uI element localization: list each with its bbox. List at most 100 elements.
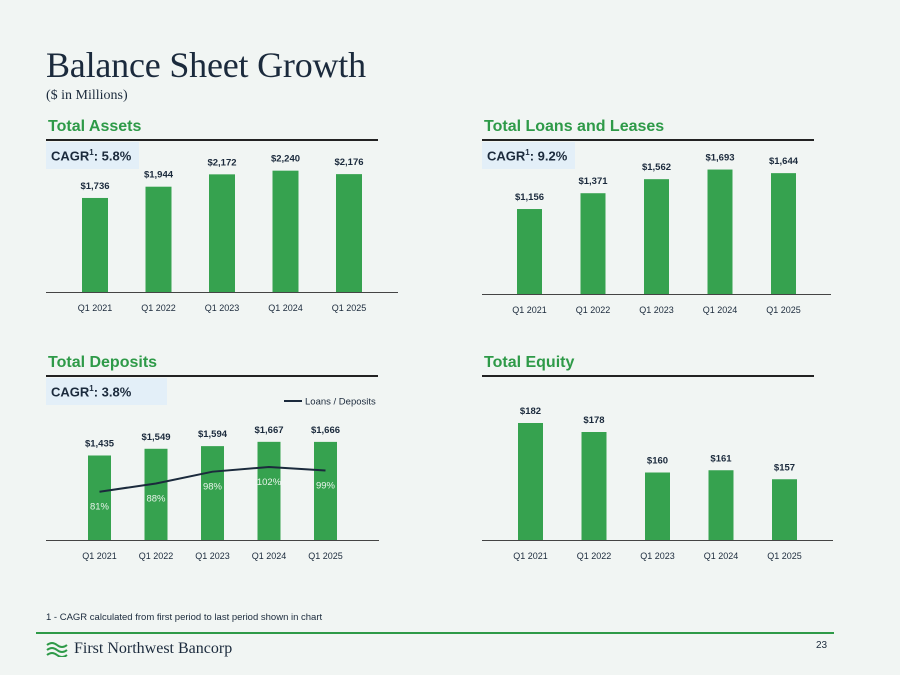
bar (144, 448, 168, 540)
bar-value-label: $157 (774, 462, 795, 473)
bar (771, 173, 796, 294)
cagr-label: CAGR (51, 148, 90, 164)
cagr-footnote-marker: 1 (89, 384, 94, 393)
total-deposits-panel: Total Deposits $1,435 Q1 2021 $1,549 Q1 202… (46, 354, 379, 566)
bar (772, 479, 797, 540)
cagr-label: CAGR (487, 148, 526, 164)
total-equity-chart: $182 Q1 2021 $178 Q1 2022 $160 Q1 2023 $161 Q1 … (482, 406, 833, 561)
x-tick-label: Q1 2024 (252, 551, 287, 561)
bar-value-label: $1,156 (515, 192, 544, 203)
bar (644, 179, 669, 294)
bar-value-label: $1,549 (141, 432, 170, 443)
total-assets-chart: $1,736 Q1 2021 $1,944 Q1 2022 $2,172 Q1 2023 $… (46, 154, 398, 313)
bar-value-label: $1,736 (80, 181, 109, 192)
bar (708, 470, 734, 540)
page-number: 23 (816, 640, 828, 651)
loans-deposits-line (99, 465, 326, 493)
bar-value-label: $178 (583, 415, 604, 426)
x-tick-label: Q1 2021 (78, 303, 113, 313)
bar-value-label: $2,240 (271, 154, 300, 165)
bar-value-label: $1,562 (642, 162, 671, 173)
company-logo: First Northwest Bancorp (46, 640, 232, 658)
x-tick-label: Q1 2022 (576, 305, 611, 315)
bar (707, 169, 733, 294)
panel-title: Total Deposits (48, 354, 158, 371)
bar (645, 472, 670, 540)
line-value-label: 99% (316, 481, 336, 492)
panel-divider (46, 139, 378, 141)
panel-title: Total Loans and Leases (484, 118, 665, 135)
bar (518, 423, 543, 540)
x-tick-label: Q1 2022 (139, 551, 174, 561)
x-tick-label: Q1 2023 (640, 551, 675, 561)
line-value-label: 81% (90, 502, 110, 513)
bar-value-label: $1,667 (254, 425, 283, 436)
bar-value-label: $160 (647, 456, 668, 467)
x-tick-label: Q1 2023 (205, 303, 240, 313)
x-tick-label: Q1 2025 (767, 551, 802, 561)
line-value-label: 102% (257, 477, 282, 488)
bar (272, 170, 299, 292)
page-subtitle: ($ in Millions) (46, 88, 128, 103)
x-tick-label: Q1 2023 (195, 551, 230, 561)
wave-logo-icon (46, 642, 68, 657)
panel-divider (46, 375, 378, 377)
panel-divider (482, 375, 814, 377)
total-assets-panel: Total Assets $1,736 Q1 2021 $1,944 Q1 2022 $… (46, 118, 398, 318)
cagr-badge: CAGR1: 9.2% (482, 142, 576, 170)
cagr-value: : 3.8% (93, 384, 132, 400)
bar-value-label: $2,176 (334, 157, 363, 168)
bar-value-label: $1,435 (85, 438, 115, 449)
cagr-value: : 9.2% (529, 148, 568, 164)
x-tick-label: Q1 2024 (703, 305, 738, 315)
line-value-label: 98% (203, 482, 223, 493)
cagr-footnote-marker: 1 (89, 148, 94, 157)
cagr-badge: CAGR1: 3.8% (46, 378, 167, 406)
x-tick-label: Q1 2021 (82, 551, 117, 561)
legend-label: Loans / Deposits (305, 397, 376, 408)
x-tick-label: Q1 2025 (332, 303, 367, 313)
bar-value-label: $1,644 (769, 156, 799, 167)
bar-value-label: $161 (710, 453, 732, 464)
bar-value-label: $2,172 (207, 157, 236, 168)
total-deposits-chart: $1,435 Q1 2021 $1,549 Q1 2022 $1,594 Q1 2023 $… (46, 397, 379, 561)
x-tick-label: Q1 2022 (141, 303, 176, 313)
footnote: 1 - CAGR calculated from first period to… (46, 612, 323, 623)
cagr-badge: CAGR1: 5.8% (46, 142, 140, 170)
x-tick-label: Q1 2025 (766, 305, 801, 315)
bar (82, 197, 108, 292)
x-tick-label: Q1 2025 (308, 551, 343, 561)
bar (88, 455, 111, 540)
panel-title: Total Assets (48, 118, 142, 135)
cagr-label: CAGR (51, 384, 90, 400)
x-tick-label: Q1 2024 (268, 303, 303, 313)
company-name: First Northwest Bancorp (74, 640, 233, 657)
bar-value-label: $1,371 (578, 176, 608, 187)
bar (145, 186, 172, 292)
bar (517, 209, 542, 294)
total-loans-panel: Total Loans and Leases $1,156 Q1 2021 $1,3… (482, 118, 831, 318)
x-tick-label: Q1 2022 (577, 551, 612, 561)
footer-divider (36, 632, 834, 634)
bar (257, 441, 281, 540)
panel-divider (482, 139, 814, 141)
bar (581, 432, 607, 540)
cagr-value: : 5.8% (93, 148, 132, 164)
x-tick-label: Q1 2023 (639, 305, 674, 315)
panel-title: Total Equity (484, 354, 575, 371)
x-tick-label: Q1 2021 (512, 305, 547, 315)
page-title: Balance Sheet Growth (46, 45, 366, 85)
bar (580, 193, 606, 294)
x-tick-label: Q1 2024 (704, 551, 739, 561)
bar-value-label: $1,594 (198, 429, 228, 440)
bar-value-label: $182 (520, 406, 541, 417)
line-value-label: 88% (146, 493, 166, 504)
bar-value-label: $1,693 (705, 153, 734, 164)
bar-value-label: $1,666 (311, 425, 340, 436)
total-loans-chart: $1,156 Q1 2021 $1,371 Q1 2022 $1,562 Q1 2023 $… (482, 153, 831, 315)
total-equity-panel: Total Equity $182 Q1 2021 $178 Q1 2022 $160 Q… (482, 354, 833, 566)
x-tick-label: Q1 2021 (513, 551, 548, 561)
cagr-footnote-marker: 1 (525, 148, 530, 157)
bar (314, 441, 337, 540)
bar (209, 174, 235, 292)
